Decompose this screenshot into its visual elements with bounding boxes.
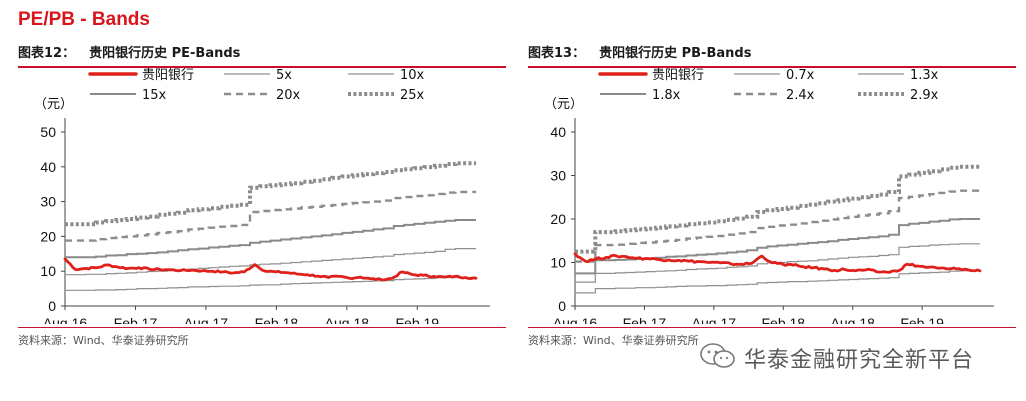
watermark-text: 华泰金融研究全新平台: [744, 348, 975, 373]
y-tick-label: 40: [40, 159, 56, 175]
wechat-icon: [700, 343, 735, 368]
band-line-15x: [65, 219, 476, 259]
y-tick-label: 50: [40, 124, 56, 140]
legend-item: 20x: [224, 88, 301, 103]
band-line-10x: [65, 248, 476, 276]
x-tick-label: Feb 19: [395, 315, 439, 324]
figure-source: 资料来源：Wind、华泰证券研究所: [528, 327, 1016, 348]
y-tick-label: 0: [48, 298, 56, 314]
legend-label: 0.7x: [786, 68, 815, 83]
legend-item: 5x: [224, 68, 292, 83]
legend-item: 贵阳银行: [598, 68, 704, 83]
x-tick-label: Feb 18: [255, 315, 299, 324]
pe-bands-figure: 图表12： 贵阳银行历史 PE-Bands 贵阳银行 5x 10x 15x 20x 25x （…: [18, 44, 506, 374]
x-tick-label: Aug 16: [553, 315, 598, 324]
band-line-25x: [65, 161, 476, 227]
legend-label: 贵阳银行: [652, 68, 704, 83]
x-tick-label: Feb 17: [114, 315, 158, 324]
y-axis-unit: （元）: [544, 97, 583, 112]
price-line: [63, 257, 478, 282]
figure-source: 资料来源：Wind、华泰证券研究所: [18, 327, 506, 348]
pb-bands-chart: 贵阳银行 0.7x 1.3x 1.8x 2.4x 2.9x （元） 0 10 20 30 40 Aug …: [544, 68, 994, 324]
legend-label: 1.8x: [652, 88, 681, 103]
x-tick-label: Aug 17: [692, 315, 737, 324]
y-tick-label: 10: [550, 255, 566, 271]
legend-label: 25x: [400, 88, 425, 103]
x-tick-label: Aug 17: [184, 315, 229, 324]
legend-item: 2.4x: [734, 88, 815, 103]
legend-item: 15x: [90, 88, 167, 103]
pe-bands-chart: 贵阳银行 5x 10x 15x 20x 25x （元） 0 10 20 30 40 50 Aug 16 Fe…: [34, 68, 490, 324]
price-line: [573, 252, 982, 274]
y-tick-label: 40: [550, 124, 566, 140]
y-axis-unit: （元）: [34, 97, 73, 112]
band-line-0_7x: [575, 270, 980, 294]
figure-number: 图表12：: [18, 46, 76, 61]
y-tick-label: 0: [558, 298, 566, 314]
y-tick-label: 30: [550, 168, 566, 184]
figure-header: 图表12： 贵阳银行历史 PE-Bands: [18, 44, 506, 68]
legend-item: 贵阳银行: [88, 68, 194, 83]
legend-label: 20x: [276, 88, 301, 103]
x-tick-label: Feb 17: [623, 315, 667, 324]
legend-label: 15x: [142, 88, 167, 103]
x-tick-label: Feb 18: [761, 315, 805, 324]
y-tick-label: 20: [40, 228, 56, 244]
y-tick-label: 20: [550, 211, 566, 227]
x-tick-label: Aug 18: [325, 315, 370, 324]
legend-item: 0.7x: [734, 68, 815, 83]
band-line-5x: [65, 276, 476, 291]
legend-label: 2.4x: [786, 88, 815, 103]
pb-bands-figure: 图表13： 贵阳银行历史 PB-Bands 贵阳银行 0.7x 1.3x 1.8x 2.4…: [528, 44, 1016, 374]
legend-item: 2.9x: [858, 88, 939, 103]
legend-item: 25x: [348, 88, 425, 103]
legend-label: 1.3x: [910, 68, 939, 83]
x-tick-label: Feb 19: [900, 315, 944, 324]
figure-number: 图表13：: [528, 46, 586, 61]
band-line-2_9x: [575, 164, 980, 254]
band-line-2_4x: [575, 189, 980, 263]
legend-label: 10x: [400, 68, 425, 83]
figure-title: 贵阳银行历史 PE-Bands: [89, 46, 241, 61]
figure-header: 图表13： 贵阳银行历史 PB-Bands: [528, 44, 1016, 68]
y-tick-label: 30: [40, 194, 56, 210]
legend-label: 贵阳银行: [142, 68, 194, 83]
page-title: PE/PB - Bands: [18, 9, 150, 30]
legend-item: 1.3x: [858, 68, 939, 83]
x-tick-label: Aug 16: [43, 315, 88, 324]
watermark: 华泰金融研究全新平台: [698, 340, 1018, 374]
legend-label: 5x: [276, 68, 292, 83]
x-tick-label: Aug 18: [831, 315, 876, 324]
figure-title: 贵阳银行历史 PB-Bands: [599, 46, 752, 61]
band-line-20x: [65, 190, 476, 242]
legend-item: 1.8x: [600, 88, 681, 103]
legend-label: 2.9x: [910, 88, 939, 103]
legend-item: 10x: [348, 68, 425, 83]
y-tick-label: 10: [40, 263, 56, 279]
